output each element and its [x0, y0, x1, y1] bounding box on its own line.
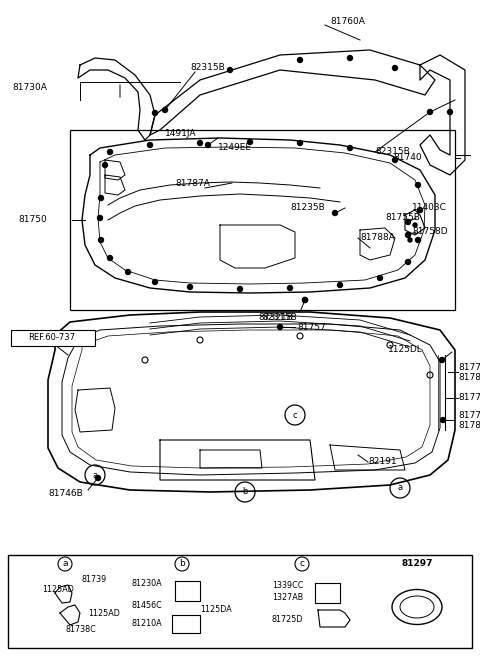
Text: c: c: [293, 411, 297, 419]
Bar: [70, 130, 455, 310]
Circle shape: [98, 237, 104, 243]
Circle shape: [447, 110, 453, 115]
Text: 1125AD: 1125AD: [42, 586, 74, 594]
Circle shape: [408, 238, 412, 242]
Text: 82315B: 82315B: [190, 64, 225, 73]
Circle shape: [416, 237, 420, 243]
Text: 81210A: 81210A: [132, 619, 163, 628]
Text: 82315B: 82315B: [262, 312, 297, 321]
Text: 1327AB: 1327AB: [272, 592, 303, 602]
Circle shape: [248, 140, 252, 144]
Circle shape: [153, 110, 157, 115]
Circle shape: [238, 287, 242, 291]
Text: b: b: [179, 560, 185, 569]
Circle shape: [298, 58, 302, 62]
Text: b: b: [242, 487, 248, 497]
Circle shape: [393, 66, 397, 70]
Text: 1125AD: 1125AD: [88, 609, 120, 617]
Circle shape: [416, 182, 420, 188]
Circle shape: [103, 163, 108, 167]
Text: 82191: 82191: [368, 457, 396, 466]
Circle shape: [153, 279, 157, 285]
Text: 81297: 81297: [401, 560, 433, 569]
Circle shape: [277, 325, 283, 329]
Text: 81773B: 81773B: [458, 411, 480, 419]
Circle shape: [147, 142, 153, 148]
Text: a: a: [62, 560, 68, 569]
Circle shape: [333, 211, 337, 216]
Text: 81755B: 81755B: [385, 213, 420, 222]
Circle shape: [393, 157, 397, 163]
Text: 81746B: 81746B: [48, 489, 83, 499]
Circle shape: [377, 276, 383, 281]
Text: 81782: 81782: [458, 373, 480, 382]
Text: 81787A: 81787A: [175, 178, 210, 188]
Circle shape: [185, 588, 191, 594]
Circle shape: [98, 195, 104, 201]
Text: 11403C: 11403C: [412, 203, 447, 211]
Circle shape: [188, 285, 192, 289]
Text: 81738C: 81738C: [65, 626, 96, 634]
Text: 81788A: 81788A: [360, 234, 395, 243]
Text: 81235B: 81235B: [290, 203, 325, 213]
Text: 81758D: 81758D: [412, 228, 448, 237]
Circle shape: [418, 207, 422, 213]
Text: a: a: [93, 470, 97, 480]
Text: 1339CC: 1339CC: [272, 581, 303, 590]
Circle shape: [440, 358, 444, 363]
Text: 81739: 81739: [82, 575, 107, 584]
Circle shape: [413, 223, 417, 227]
Text: 81740: 81740: [393, 154, 421, 163]
Text: 1249EE: 1249EE: [218, 144, 252, 152]
Circle shape: [406, 232, 410, 237]
Text: 81750: 81750: [18, 216, 47, 224]
Circle shape: [97, 216, 103, 220]
Text: a: a: [397, 483, 403, 493]
Bar: [8, 555, 472, 648]
Circle shape: [348, 146, 352, 150]
Circle shape: [441, 417, 445, 422]
Circle shape: [183, 621, 189, 627]
Circle shape: [205, 142, 211, 148]
Text: 81456C: 81456C: [132, 600, 163, 609]
Text: 1491JA: 1491JA: [165, 129, 196, 138]
Text: 81230A: 81230A: [132, 579, 163, 588]
Circle shape: [108, 150, 112, 155]
Circle shape: [406, 260, 410, 264]
Circle shape: [60, 590, 64, 596]
Circle shape: [125, 270, 131, 274]
Circle shape: [302, 298, 308, 302]
Text: 81770E: 81770E: [458, 394, 480, 403]
Text: 81757: 81757: [297, 323, 326, 331]
Circle shape: [304, 590, 310, 596]
Text: 81772D: 81772D: [458, 363, 480, 373]
Circle shape: [228, 68, 232, 73]
Text: 87321B: 87321B: [258, 314, 293, 323]
Text: REF.60-737: REF.60-737: [28, 333, 75, 342]
Circle shape: [288, 285, 292, 291]
Circle shape: [428, 110, 432, 115]
Circle shape: [337, 283, 343, 287]
Text: 82315B: 82315B: [375, 148, 410, 157]
Ellipse shape: [392, 590, 442, 625]
Circle shape: [163, 108, 168, 112]
Circle shape: [302, 298, 308, 302]
Circle shape: [70, 611, 74, 615]
Text: 81730A: 81730A: [12, 83, 47, 92]
Circle shape: [348, 56, 352, 60]
Text: 81760A: 81760A: [330, 18, 365, 26]
Text: 1125DA: 1125DA: [200, 605, 232, 615]
Circle shape: [298, 140, 302, 146]
Circle shape: [96, 476, 100, 480]
Ellipse shape: [400, 596, 434, 618]
Text: 81725D: 81725D: [272, 615, 303, 625]
Text: 1125DL: 1125DL: [388, 346, 423, 354]
Text: 81783B: 81783B: [458, 420, 480, 430]
Circle shape: [197, 140, 203, 146]
FancyBboxPatch shape: [11, 330, 95, 346]
Circle shape: [108, 255, 112, 260]
Circle shape: [406, 220, 410, 224]
Text: c: c: [300, 560, 304, 569]
